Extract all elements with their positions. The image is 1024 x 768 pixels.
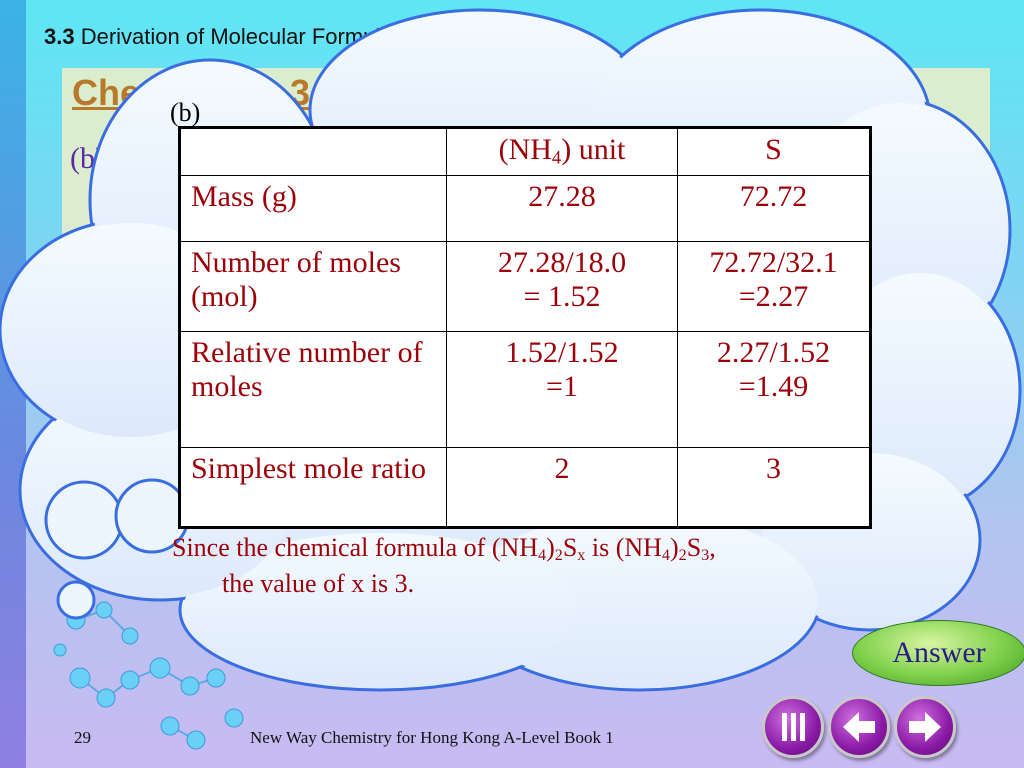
menu-button[interactable]: [762, 696, 824, 758]
section-number: 3.3: [44, 24, 75, 49]
mole-ratio-table: (NH4) unit S Mass (g) 27.28 72.72 Number…: [178, 126, 872, 529]
table-row: Relative number of moles 1.52/1.52 =1 2.2…: [179, 331, 871, 448]
next-slide-button[interactable]: [894, 696, 956, 758]
row-label: Number of moles (mol): [179, 241, 447, 332]
cell-nh4: 2: [446, 447, 678, 528]
answer-button[interactable]: Answer: [852, 620, 1024, 686]
table-row: Mass (g) 27.28 72.72: [179, 175, 871, 242]
table-header-s: S: [677, 127, 871, 176]
cell-s: 3: [677, 447, 871, 528]
molecule-decoration: [53, 601, 244, 750]
table-header-row: (NH4) unit S: [179, 127, 871, 176]
cell-s: 72.72: [677, 175, 871, 242]
row-label: Relative number of moles: [179, 331, 447, 448]
cell-nh4: 27.28: [446, 175, 678, 242]
row-label: Simplest mole ratio: [179, 447, 447, 528]
cell-s: 72.72/32.1 =2.27: [677, 241, 871, 332]
arrow-left-icon: [843, 712, 875, 742]
page-number: 29: [74, 728, 91, 747]
cell-nh4: 1.52/1.52 =1: [446, 331, 678, 448]
table-row: Number of moles (mol) 27.28/18.0 = 1.52 7…: [179, 241, 871, 332]
arrow-right-icon: [909, 712, 941, 742]
row-label: Mass (g): [179, 175, 447, 242]
menu-icon: [782, 713, 805, 741]
table-header-blank: [179, 127, 447, 176]
table-row: Simplest mole ratio 2 3: [179, 447, 871, 528]
bubble-part-label: (b): [170, 98, 201, 127]
previous-slide-button[interactable]: [828, 696, 890, 758]
cell-s: 2.27/1.52 =1.49: [677, 331, 871, 448]
conclusion-text: Since the chemical formula of (NH4)2Sx i…: [172, 533, 716, 598]
cell-nh4: 27.28/18.0 = 1.52: [446, 241, 678, 332]
book-title: New Way Chemistry for Hong Kong A-Level …: [250, 728, 614, 747]
table-header-nh4: (NH4) unit: [446, 127, 678, 176]
